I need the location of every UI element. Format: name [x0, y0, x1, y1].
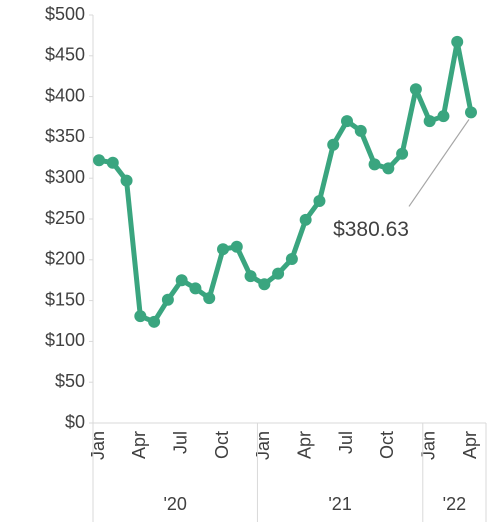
y-tick-label: $250: [45, 208, 85, 228]
x-tick-label: Jan: [418, 431, 438, 460]
point: [175, 274, 188, 287]
leader-line: [408, 119, 470, 207]
point: [299, 213, 312, 226]
point: [161, 293, 174, 306]
x-tick-label: Jan: [253, 431, 273, 460]
point: [272, 267, 285, 280]
point: [354, 124, 367, 137]
x-tick-label: Jul: [336, 431, 356, 454]
point: [423, 115, 436, 128]
point: [134, 310, 147, 323]
x-tick-label: Oct: [377, 431, 397, 459]
point: [230, 240, 243, 253]
point: [203, 292, 216, 305]
y-tick-label: $100: [45, 330, 85, 350]
y-tick-label: $450: [45, 45, 85, 65]
point: [451, 35, 464, 48]
y-tick-label: $350: [45, 126, 85, 146]
point: [106, 156, 119, 169]
x-tick-label: Apr: [294, 431, 314, 459]
data-label: $380.63: [333, 218, 409, 241]
point: [258, 278, 271, 291]
x-tick-label: Apr: [460, 431, 480, 459]
y-tick-label: $150: [45, 289, 85, 309]
point: [368, 158, 381, 171]
point: [313, 195, 326, 208]
point: [189, 282, 202, 295]
point: [93, 154, 105, 167]
point: [285, 252, 298, 265]
point: [465, 106, 477, 119]
point: [396, 147, 409, 160]
y-tick-label: $50: [55, 371, 85, 391]
y-tick-label: $400: [45, 85, 85, 105]
point: [409, 83, 422, 96]
y-tick-label: $0: [65, 412, 85, 432]
point: [341, 115, 353, 128]
point: [327, 138, 340, 151]
y-tick-label: $300: [45, 167, 85, 187]
point: [148, 315, 161, 328]
group-label: '20: [163, 494, 186, 514]
point: [217, 243, 229, 256]
y-tick-label: $500: [45, 4, 85, 24]
x-tick-label: Jan: [88, 431, 108, 460]
y-tick-label: $200: [45, 249, 85, 269]
line: [98, 39, 474, 325]
point: [120, 174, 133, 187]
group-label: '21: [328, 494, 351, 514]
group-label: '22: [443, 494, 466, 514]
x-tick-label: Apr: [129, 431, 149, 459]
x-tick-label: Oct: [212, 431, 232, 459]
point: [244, 270, 257, 283]
point: [437, 110, 450, 123]
x-tick-label: Jul: [170, 431, 190, 454]
point: [382, 162, 395, 175]
